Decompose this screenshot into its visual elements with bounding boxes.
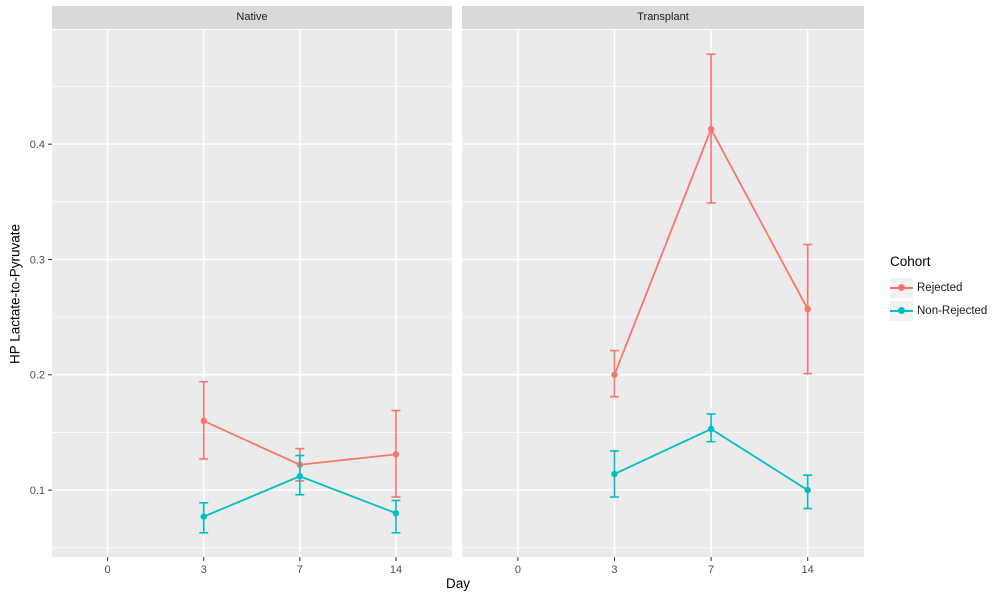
legend-entry: Rejected <box>890 276 987 299</box>
facet-strip-native: Native <box>52 6 452 29</box>
x-tick-label: 0 <box>515 564 521 576</box>
legend-key-swatch <box>890 277 913 298</box>
data-point <box>200 417 207 425</box>
data-point <box>392 451 400 458</box>
x-tick-label: 3 <box>611 564 617 576</box>
legend: Cohort Rejected Non-Rejected <box>890 254 987 322</box>
legend-entries: Rejected Non-Rejected <box>890 276 987 322</box>
data-point <box>707 125 715 133</box>
data-point <box>804 305 811 313</box>
panel-background <box>52 30 452 557</box>
data-point <box>707 425 715 433</box>
y-tick-label: 0.1 <box>30 485 45 497</box>
y-tick-label: 0.2 <box>30 370 45 382</box>
legend-key-swatch <box>890 300 913 321</box>
data-point <box>200 513 207 520</box>
legend-entry: Non-Rejected <box>890 299 987 322</box>
legend-key-point-icon <box>898 307 905 314</box>
x-tick-label: 7 <box>297 564 303 576</box>
data-point <box>392 509 400 517</box>
x-tick-label: 3 <box>201 564 207 576</box>
data-point <box>611 470 618 478</box>
x-tick-label: 7 <box>708 564 714 576</box>
legend-title: Cohort <box>890 254 931 269</box>
y-tick-label: 0.4 <box>30 139 45 151</box>
legend-key-point-icon <box>898 284 905 291</box>
data-point <box>296 473 304 480</box>
data-point <box>804 486 811 494</box>
y-axis-title: HP Lactate-to-Pyruvate <box>7 223 23 365</box>
data-point <box>611 371 618 378</box>
x-axis-title: Day <box>445 576 470 591</box>
x-tick-label: 0 <box>105 564 111 576</box>
legend-entry-label: Non-Rejected <box>917 304 988 317</box>
legend-entry-label: Rejected <box>917 281 963 294</box>
panel-background <box>462 30 864 557</box>
x-tick-label: 14 <box>802 564 814 576</box>
y-tick-label: 0.3 <box>30 254 45 266</box>
facet-strip-transplant: Transplant <box>462 6 864 29</box>
x-tick-label: 14 <box>390 564 402 576</box>
